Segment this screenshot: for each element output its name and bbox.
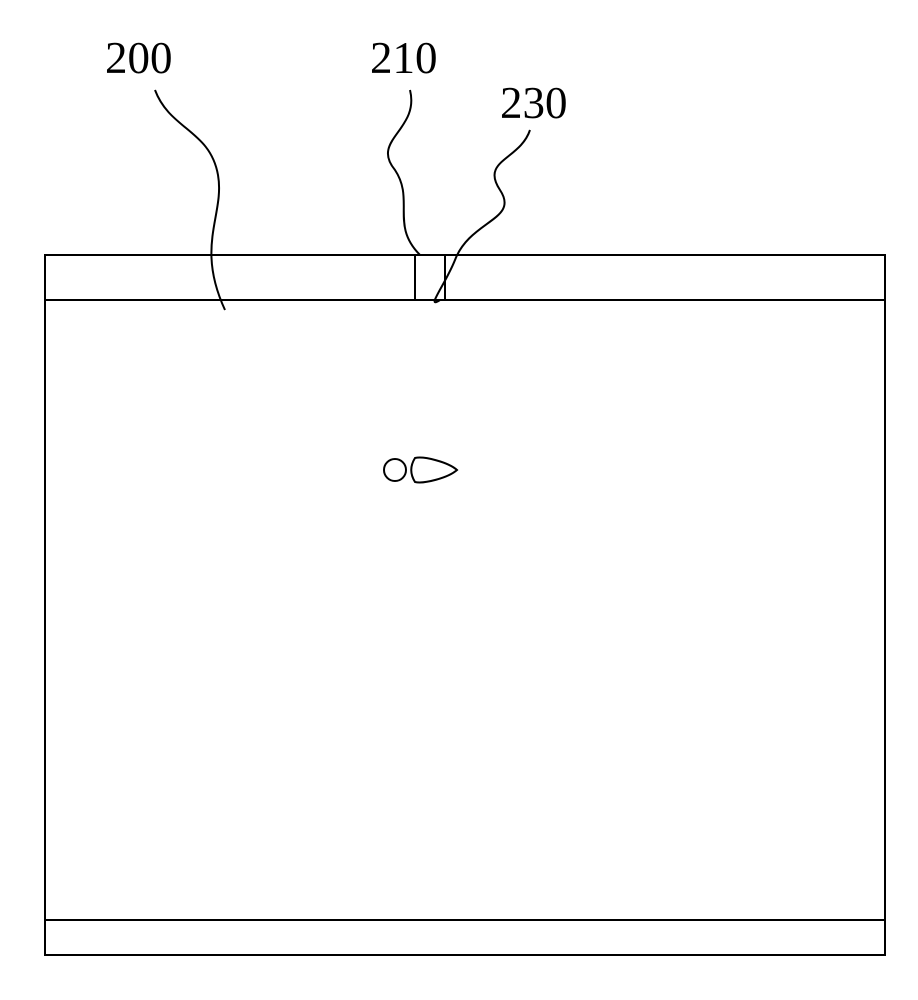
leader-230 — [435, 130, 530, 302]
patent-figure — [0, 0, 918, 1000]
label-200: 200 — [105, 32, 173, 84]
leader-200 — [155, 90, 225, 310]
center-dot — [384, 459, 406, 481]
label-230: 230 — [500, 77, 568, 129]
leader-210 — [388, 90, 420, 255]
center-teardrop — [411, 458, 457, 483]
outer-rect — [45, 255, 885, 955]
label-210: 210 — [370, 32, 438, 84]
